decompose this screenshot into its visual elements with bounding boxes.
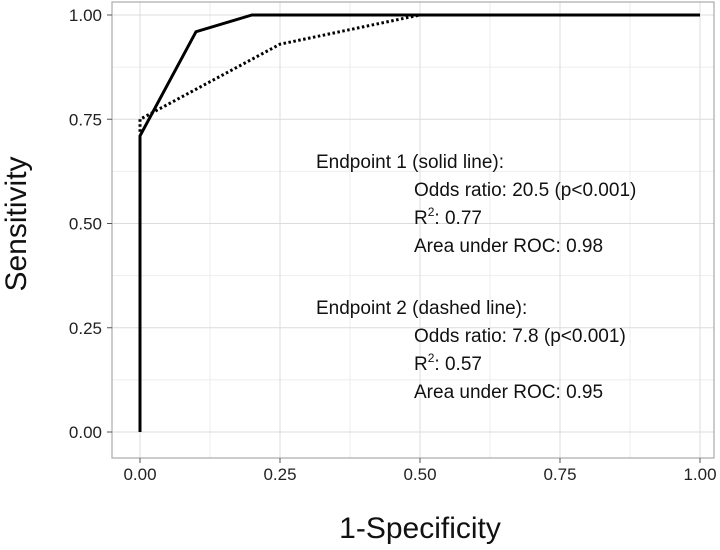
series-line-endpoint-2-dotted [138, 13, 700, 132]
grid [112, 2, 714, 458]
x-tick-label: 0.25 [263, 465, 296, 484]
endpoint-2-odds-ratio: Odds ratio: 7.8 (p<0.001) [414, 326, 626, 347]
x-axis-title: 1-Specificity [339, 512, 501, 545]
x-tick-label: 0.50 [403, 465, 436, 484]
series-line-endpoint-1-solid [138, 13, 700, 432]
y-axis-title: Sensitivity [0, 156, 33, 291]
y-tick-label: 0.25 [69, 319, 102, 338]
annotation-endpoint-1: Endpoint 1 (solid line): Odds ratio: 20.… [316, 152, 636, 257]
y-tick-label: 0.75 [69, 110, 102, 129]
x-tick-label: 0.75 [543, 465, 576, 484]
series-layer [138, 13, 700, 432]
endpoint-2-heading: Endpoint 2 (dashed line): [316, 298, 527, 319]
endpoint-1-heading: Endpoint 1 (solid line): [316, 152, 504, 173]
endpoint-1-odds-ratio: Odds ratio: 20.5 (p<0.001) [414, 180, 636, 201]
y-tick-label: 0.50 [69, 215, 102, 234]
x-tick-label: 1.00 [683, 465, 716, 484]
x-tick-label: 0.00 [123, 465, 156, 484]
plot-border [111, 1, 715, 459]
tick-labels: 0.00 0.25 0.50 0.75 1.00 0.00 0.25 0.50 0.75 1.00 [69, 6, 717, 484]
endpoint-1-r-squared: R2: 0.77 [414, 205, 482, 229]
y-tick-label: 0.00 [69, 423, 102, 442]
y-tick-label: 1.00 [69, 6, 102, 25]
endpoint-2-auc: Area under ROC: 0.95 [414, 382, 603, 403]
endpoint-1-auc: Area under ROC: 0.98 [414, 236, 603, 257]
annotation-endpoint-2: Endpoint 2 (dashed line): Odds ratio: 7.… [316, 298, 626, 403]
endpoint-2-r-squared: R2: 0.57 [414, 351, 482, 375]
